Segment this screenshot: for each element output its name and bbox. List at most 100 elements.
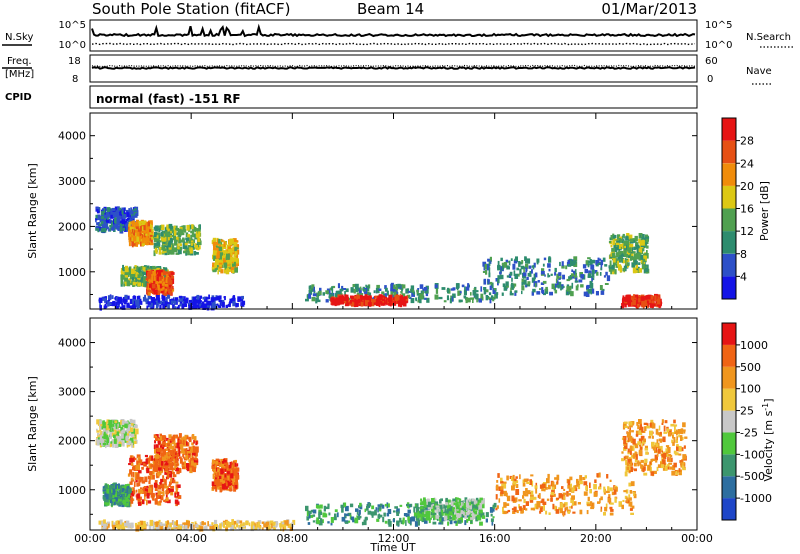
heatmap-cell xyxy=(397,299,400,304)
heatmap-cell xyxy=(218,299,221,302)
heatmap-cell xyxy=(146,282,149,287)
heatmap-cell xyxy=(417,299,420,303)
heatmap-cell xyxy=(95,226,99,231)
heatmap-cell xyxy=(558,272,562,276)
heatmap-cell xyxy=(319,287,322,294)
heatmap-cell xyxy=(127,485,129,489)
heatmap-cell xyxy=(172,232,175,238)
heatmap-cell xyxy=(370,301,375,307)
heatmap-cell xyxy=(157,451,160,458)
heatmap-cell xyxy=(150,306,154,310)
heatmap-cell xyxy=(162,462,165,467)
heatmap-cell xyxy=(226,462,229,465)
heatmap-cell xyxy=(144,476,148,483)
heatmap-cell xyxy=(224,462,228,465)
heatmap-cell xyxy=(164,271,169,275)
heatmap-cell xyxy=(183,300,187,306)
heatmap-cell xyxy=(136,493,140,499)
heatmap-cell xyxy=(455,502,458,505)
heatmap-cell xyxy=(149,302,153,307)
heatmap-cell xyxy=(136,482,139,487)
heatmap-cell xyxy=(179,303,182,307)
heatmap-cell xyxy=(132,281,136,286)
heatmap-cell xyxy=(558,281,562,288)
heatmap-cell xyxy=(159,500,162,503)
heatmap-cell xyxy=(109,489,112,494)
colorbar-tick-label: 28 xyxy=(740,135,754,148)
heatmap-cell xyxy=(162,281,165,286)
heatmap-cell xyxy=(212,300,216,305)
heatmap-cell xyxy=(625,240,627,245)
heatmap-cell xyxy=(557,280,559,285)
heatmap-cell xyxy=(215,242,220,245)
heatmap-cell xyxy=(102,489,106,492)
heatmap-cell xyxy=(116,225,121,230)
heatmap-cell xyxy=(162,288,166,293)
heatmap-cell xyxy=(312,286,315,292)
heatmap-cell xyxy=(626,244,631,250)
heatmap-cell xyxy=(488,267,491,274)
heatmap-cell xyxy=(159,482,162,485)
heatmap-cell xyxy=(223,258,226,264)
heatmap-cell xyxy=(316,520,320,524)
heatmap-cell xyxy=(117,436,120,443)
heatmap-cell xyxy=(442,505,445,510)
heatmap-cell xyxy=(501,292,504,296)
heatmap-cell xyxy=(604,264,608,267)
heatmap-cell xyxy=(143,463,147,466)
heatmap-cell xyxy=(175,481,179,484)
heatmap-cell xyxy=(159,300,163,305)
heatmap-cell xyxy=(192,303,196,309)
heatmap-cell xyxy=(612,235,616,239)
heatmap-cell xyxy=(643,269,647,274)
heatmap-cell xyxy=(170,288,174,293)
heatmap-cell xyxy=(402,519,405,525)
heatmap-cell xyxy=(493,288,496,290)
heatmap-cell xyxy=(386,298,388,305)
heatmap-cell xyxy=(141,480,146,484)
heatmap-cell xyxy=(471,498,476,502)
heatmap-cell xyxy=(143,281,147,287)
heatmap-cell xyxy=(192,227,195,232)
heatmap-cell xyxy=(635,244,639,250)
heatmap-cell xyxy=(175,252,180,255)
heatmap-cell xyxy=(594,270,598,274)
heatmap-cell xyxy=(353,288,356,294)
heatmap-cell xyxy=(173,451,176,457)
heatmap-cell xyxy=(179,443,184,450)
heatmap-cell xyxy=(406,503,410,507)
heatmap-cell xyxy=(146,485,149,488)
heatmap-cell xyxy=(152,495,155,501)
heatmap-cell xyxy=(143,225,146,231)
heatmap-cell xyxy=(583,291,587,297)
heatmap-cell xyxy=(125,223,129,226)
heatmap-cell xyxy=(611,252,616,259)
heatmap-cell xyxy=(226,253,230,259)
heatmap-cell xyxy=(179,227,184,230)
heatmap-cell xyxy=(635,260,638,266)
heatmap-cell xyxy=(118,212,122,215)
heatmap-cell xyxy=(397,301,401,307)
heatmap-cell xyxy=(364,508,367,513)
heatmap-cell xyxy=(609,264,612,268)
heatmap-cell xyxy=(140,230,145,234)
heatmap-cell xyxy=(172,453,175,458)
heatmap-cell xyxy=(95,218,98,221)
heatmap-cell xyxy=(444,512,448,518)
heatmap-cell xyxy=(640,257,643,263)
heatmap-cell xyxy=(392,301,397,306)
heatmap-cell xyxy=(352,519,356,523)
heatmap-cell xyxy=(155,453,159,459)
heatmap-cell xyxy=(420,509,425,512)
heatmap-cell xyxy=(489,281,493,285)
heatmap-cell xyxy=(164,231,168,237)
heatmap-cell xyxy=(170,477,173,483)
heatmap-cell xyxy=(179,456,182,459)
heatmap-cell xyxy=(348,300,352,304)
heatmap-cell xyxy=(219,487,222,493)
heatmap-cell xyxy=(346,300,349,305)
heatmap-cell xyxy=(193,439,195,444)
heatmap-cell xyxy=(217,304,220,308)
heatmap-cell xyxy=(508,273,512,278)
heatmap-cell xyxy=(127,495,130,498)
